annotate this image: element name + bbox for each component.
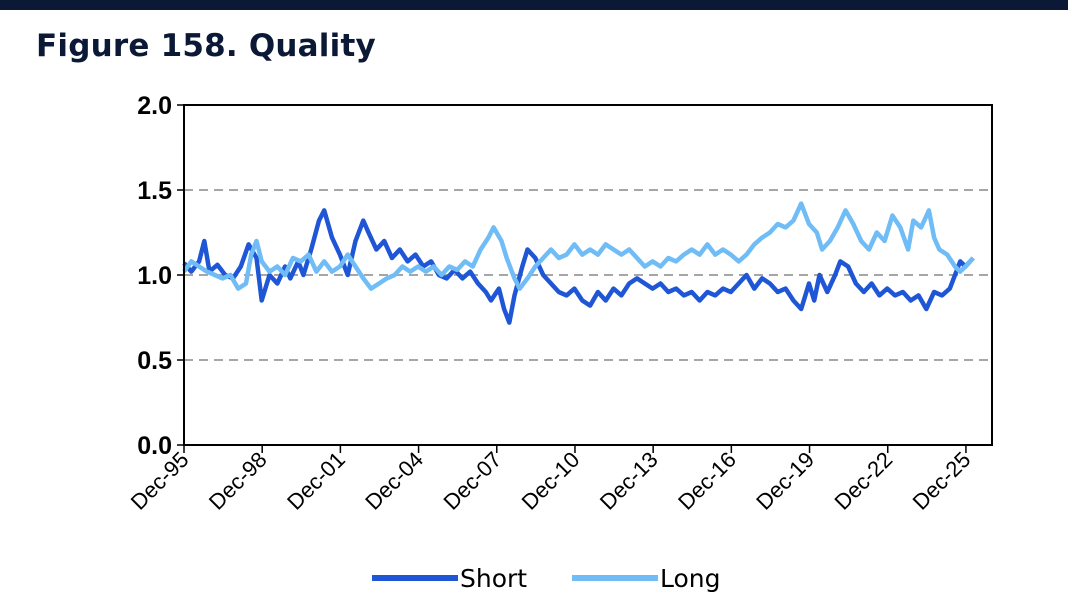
series-line-long	[182, 201, 975, 291]
y-tick-label: 0.5	[137, 347, 172, 375]
x-tick-label: Dec-07	[438, 447, 506, 515]
plot-area	[183, 104, 993, 446]
x-tick-label: Dec-25	[908, 447, 976, 515]
plot-border	[183, 104, 993, 446]
header-bar	[0, 0, 1068, 10]
x-tick-label: Dec-10	[517, 447, 585, 515]
x-tick-label: Dec-13	[595, 447, 663, 515]
y-tick-label: 1.5	[137, 177, 172, 205]
x-tick-label: Dec-01	[282, 447, 350, 515]
x-tick-label: Dec-16	[673, 447, 741, 515]
y-tick-label: 0.0	[137, 432, 172, 460]
legend-label-long: Long	[660, 564, 721, 593]
x-tick-label: Dec-98	[204, 447, 272, 515]
x-tick-label: Dec-22	[829, 447, 897, 515]
legend-label-short: Short	[460, 564, 527, 593]
figure-title: Figure 158. Quality	[36, 28, 376, 64]
x-tick-label: Dec-04	[360, 447, 428, 515]
y-tick-label: 2.0	[137, 92, 172, 120]
x-tick-label: Dec-19	[751, 447, 819, 515]
y-tick-label: 1.0	[137, 262, 172, 290]
